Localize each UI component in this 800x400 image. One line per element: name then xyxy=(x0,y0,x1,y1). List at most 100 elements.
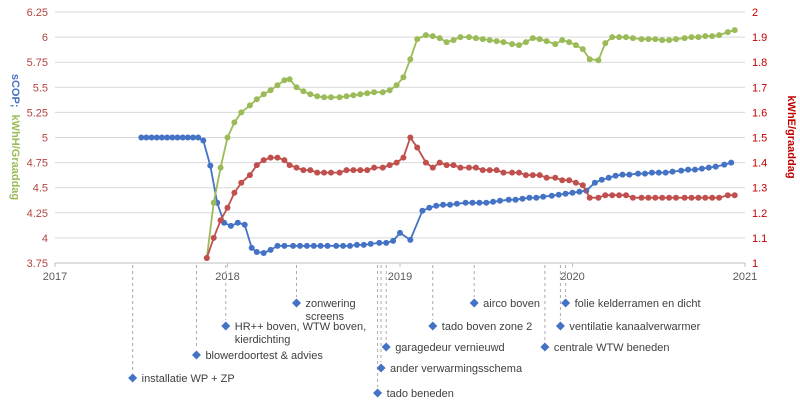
data-point-kwhe-per-graaddag xyxy=(300,167,307,174)
data-point-scop xyxy=(397,229,403,236)
series-layer xyxy=(138,27,738,261)
data-point-scop xyxy=(267,246,274,253)
data-point-kwhh-per-graaddag xyxy=(688,34,695,41)
axis-layer: 3.75 4 4.25 4.5 4.75 5 5.25 5.5 5.75 6 6.25 1 1.1 1.2… xyxy=(27,7,768,283)
data-point-scop xyxy=(626,171,633,178)
data-point-kwhe-per-graaddag xyxy=(450,162,457,169)
data-point-scop xyxy=(340,242,347,249)
left-axis-tick-label: 4.75 xyxy=(27,158,48,170)
right-axis-tick-label: 1.3 xyxy=(752,183,767,195)
data-point-scop xyxy=(390,237,397,244)
data-point-scop xyxy=(440,201,447,208)
data-point-kwhe-per-graaddag xyxy=(429,164,436,171)
data-point-kwhh-per-graaddag xyxy=(224,134,231,141)
data-point-kwhe-per-graaddag xyxy=(293,164,300,171)
data-point-kwhh-per-graaddag xyxy=(666,37,673,44)
data-point-kwhe-per-graaddag xyxy=(364,167,371,174)
data-point-scop xyxy=(685,166,692,173)
annotation-diamond-icon xyxy=(428,321,438,331)
data-point-scop xyxy=(290,242,297,249)
annotation-diamond-icon xyxy=(469,298,479,308)
data-point-scop xyxy=(164,134,171,141)
data-point-kwhh-per-graaddag xyxy=(386,87,393,94)
data-point-kwhe-per-graaddag xyxy=(486,167,493,174)
data-point-kwhe-per-graaddag xyxy=(443,162,450,169)
left-axis-tick-label: 4.5 xyxy=(33,183,48,195)
data-point-scop xyxy=(555,191,562,198)
data-point-scop xyxy=(533,194,540,201)
x-axis-tick-label: 2017 xyxy=(43,271,67,283)
data-point-scop xyxy=(190,134,196,141)
data-point-kwhe-per-graaddag xyxy=(659,194,666,201)
data-point-kwhh-per-graaddag xyxy=(314,93,321,100)
annotation-diamond-icon xyxy=(376,363,386,373)
data-point-kwhe-per-graaddag xyxy=(652,194,659,201)
data-point-scop xyxy=(227,222,234,229)
data-point-scop xyxy=(642,170,648,177)
x-axis-tick-label: 2019 xyxy=(388,271,412,283)
data-point-scop xyxy=(353,241,360,248)
data-point-kwhe-per-graaddag xyxy=(393,159,400,166)
data-point-scop xyxy=(469,199,476,206)
data-point-scop xyxy=(303,242,310,249)
data-point-kwhe-per-graaddag xyxy=(246,172,253,179)
data-point-kwhe-per-graaddag xyxy=(673,194,679,201)
right-axis-title: kWhE/graaddag xyxy=(785,95,797,178)
data-point-scop xyxy=(376,239,383,246)
data-point-kwhh-per-graaddag xyxy=(328,94,334,101)
data-point-kwhe-per-graaddag xyxy=(260,157,267,164)
data-point-kwhe-per-graaddag xyxy=(371,164,378,171)
data-point-kwhe-per-graaddag xyxy=(350,167,357,174)
data-point-scop xyxy=(419,207,426,214)
data-point-kwhe-per-graaddag xyxy=(379,164,386,171)
annotation-label: kierdichting xyxy=(235,334,291,346)
data-point-scop xyxy=(317,242,324,249)
data-point-scop xyxy=(705,164,712,171)
data-point-scop xyxy=(158,134,165,141)
annotation-label: screens xyxy=(306,311,345,323)
data-point-scop xyxy=(241,221,248,228)
data-point-kwhh-per-graaddag xyxy=(716,32,723,39)
data-point-scop xyxy=(383,239,390,246)
data-point-kwhe-per-graaddag xyxy=(466,164,472,171)
right-axis-tick-label: 1.4 xyxy=(752,158,767,170)
data-point-kwhh-per-graaddag xyxy=(238,109,245,116)
data-point-scop xyxy=(143,134,150,141)
data-point-kwhe-per-graaddag xyxy=(724,192,731,199)
data-point-scop xyxy=(476,199,483,206)
data-point-kwhh-per-graaddag xyxy=(260,91,267,98)
data-point-kwhe-per-graaddag xyxy=(238,179,245,186)
data-point-scop xyxy=(591,179,598,186)
data-point-kwhe-per-graaddag xyxy=(407,134,414,141)
data-point-kwhh-per-graaddag xyxy=(522,39,529,46)
data-point-scop xyxy=(712,163,719,170)
data-point-kwhe-per-graaddag xyxy=(479,167,486,174)
data-point-kwhh-per-graaddag xyxy=(579,46,586,53)
data-point-kwhe-per-graaddag xyxy=(559,177,566,184)
data-point-scop xyxy=(519,195,526,202)
data-point-kwhh-per-graaddag xyxy=(371,89,378,96)
right-axis-tick-label: 1.6 xyxy=(752,107,767,119)
data-point-kwhh-per-graaddag xyxy=(400,74,407,81)
data-point-kwhe-per-graaddag xyxy=(321,169,328,176)
data-point-kwhe-per-graaddag xyxy=(572,179,579,186)
data-point-kwhe-per-graaddag xyxy=(586,194,593,201)
data-point-scop xyxy=(526,194,533,201)
data-point-scop xyxy=(612,172,619,179)
data-point-kwhh-per-graaddag xyxy=(616,34,623,41)
data-point-kwhe-per-graaddag xyxy=(716,194,723,201)
data-point-kwhe-per-graaddag xyxy=(543,174,550,181)
data-point-scop xyxy=(138,134,145,141)
right-axis-tick-label: 1.2 xyxy=(752,208,767,220)
data-point-scop xyxy=(505,196,512,203)
data-point-kwhh-per-graaddag xyxy=(479,36,486,43)
left-axis-tick-label: 5.25 xyxy=(27,107,48,119)
data-point-kwhh-per-graaddag xyxy=(466,34,472,41)
data-point-kwhh-per-graaddag xyxy=(472,35,479,42)
data-point-scop xyxy=(728,159,735,166)
data-point-kwhh-per-graaddag xyxy=(231,119,238,126)
data-point-kwhe-per-graaddag xyxy=(274,154,281,161)
x-axis-tick-label: 2021 xyxy=(733,271,757,283)
data-point-kwhe-per-graaddag xyxy=(286,162,293,169)
data-point-kwhh-per-graaddag xyxy=(602,40,609,47)
